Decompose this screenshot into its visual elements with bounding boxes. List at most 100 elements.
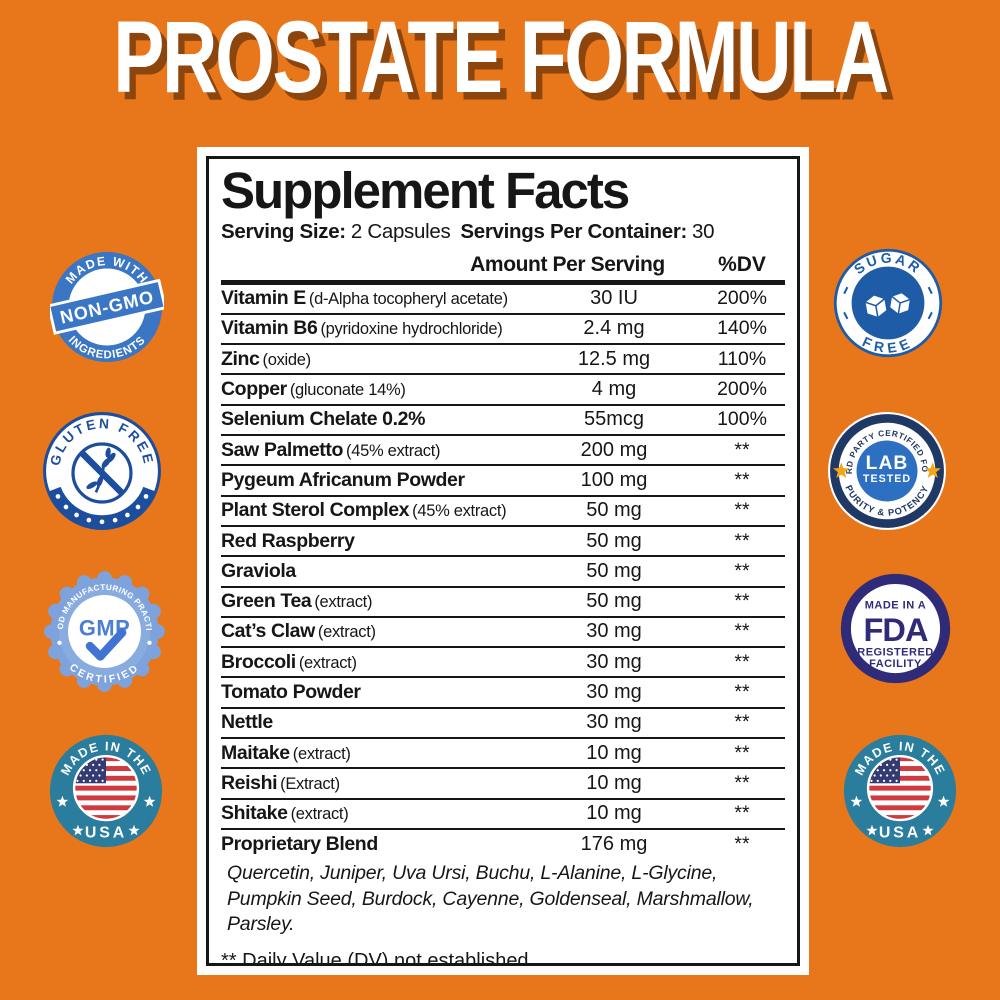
ingredient-amount: 2.4 mg xyxy=(583,317,645,340)
lab-center-line1: LAB xyxy=(866,453,909,474)
ring-dashes xyxy=(843,286,933,320)
slash-icon xyxy=(79,450,125,496)
ingredient-name: Proprietary Blend xyxy=(221,832,378,855)
checkmark-icon xyxy=(85,628,127,661)
ingredient-name: Cat’s Claw xyxy=(221,620,315,643)
table-row: Zinc (oxide) 12.5 mg 110% xyxy=(221,345,785,376)
ingredient-name: Plant Sterol Complex xyxy=(221,499,410,522)
daily-value-footnote: ** Daily Value (DV) not established xyxy=(221,950,529,966)
ingredient-detail: (gluconate 14%) xyxy=(289,381,406,400)
ingredient-name: Tomato Powder xyxy=(221,681,361,704)
ingredient-dv: ** xyxy=(734,529,750,552)
sugar-bottom-text: FREE xyxy=(860,333,911,356)
ingredient-name: Broccoli xyxy=(221,650,296,673)
ingredient-amount: 200 mg xyxy=(580,438,648,461)
ingredient-amount: 100 mg xyxy=(580,468,648,491)
blend-description: Quercetin, Juniper, Uva Ursi, Buchu, L-A… xyxy=(227,862,754,935)
ingredient-detail: (45% extract) xyxy=(346,441,441,460)
ingredient-name: Copper xyxy=(221,378,287,401)
ingredient-dv: 100% xyxy=(717,408,767,431)
ingredient-amount: 30 IU xyxy=(590,287,638,310)
ingredient-amount: 50 mg xyxy=(586,559,642,582)
table-row: Plant Sterol Complex (45% extract) 50 mg … xyxy=(221,497,785,527)
ingredient-dv: 110% xyxy=(717,347,767,370)
us-flag-icon xyxy=(74,756,138,820)
ingredient-detail: (extract) xyxy=(298,653,357,672)
ingredient-amount: 10 mg xyxy=(586,802,642,825)
amount-column-header: Amount Per Serving xyxy=(470,252,665,276)
page-title: PROSTATE FORMULA xyxy=(113,0,889,115)
table-row: Vitamin B6 (pyridoxine hydrochloride) 2.4… xyxy=(221,315,785,346)
supplement-facts-border: Supplement Facts Serving Size: 2 Capsules… xyxy=(206,156,800,966)
table-row: Cat’s Claw (extract) 30 mg ** xyxy=(221,618,785,649)
ingredient-dv: ** xyxy=(734,468,750,491)
table-header: Amount Per Serving %DV xyxy=(221,249,785,285)
ingredient-name: Vitamin E xyxy=(221,287,306,310)
ingredient-detail: (extract) xyxy=(292,744,351,763)
ingredient-name: Pygeum Africanum Powder xyxy=(221,468,465,491)
svg-text:FREE: FREE xyxy=(860,333,916,356)
ingredient-detail: (Extract) xyxy=(280,774,340,793)
ingredient-detail: (d-Alpha tocopheryl acetate) xyxy=(308,290,508,309)
fda-line1: REGISTERED xyxy=(857,646,933,658)
ingredient-amount: 10 mg xyxy=(586,741,642,764)
ingredient-dv: ** xyxy=(734,741,750,764)
table-row: Green Tea (extract) 50 mg ** xyxy=(221,588,785,618)
dv-column-header: %DV xyxy=(718,252,766,276)
table-row: Selenium Chelate 0.2% 55mcg 100% xyxy=(221,406,785,437)
ingredient-amount: 30 mg xyxy=(586,711,642,734)
ingredient-amount: 50 mg xyxy=(586,499,642,522)
table-row: Red Raspberry 50 mg ** xyxy=(221,527,785,558)
ingredient-dv: ** xyxy=(734,438,750,461)
table-row: Graviola 50 mg ** xyxy=(221,557,785,588)
ingredient-name: Vitamin B6 xyxy=(221,317,318,340)
badge-fda-registered: MADE IN A FDA REGISTERED FACILITY xyxy=(838,571,953,686)
ingredient-amount: 176 mg xyxy=(580,832,648,855)
table-row: Vitamin E (d-Alpha tocopheryl acetate) 30… xyxy=(221,285,785,315)
table-row: Nettle 30 mg ** xyxy=(221,709,785,739)
ingredient-detail: (extract) xyxy=(317,623,376,642)
table-row: Shitake (extract) 10 mg ** xyxy=(221,800,785,830)
ingredient-dv: ** xyxy=(734,771,750,794)
ingredient-name: Red Raspberry xyxy=(221,529,355,552)
wheat-icon xyxy=(86,447,116,493)
usa-bottom-text: USA xyxy=(85,824,127,841)
ingredient-amount: 30 mg xyxy=(586,620,642,643)
ingredient-name: Zinc xyxy=(221,347,260,370)
ingredient-amount: 55mcg xyxy=(583,408,645,431)
ingredient-dv: ** xyxy=(734,832,750,855)
ingredient-detail: (extract) xyxy=(314,593,373,612)
ingredient-dv: 200% xyxy=(717,378,767,401)
table-row: Maitake (extract) 10 mg ** xyxy=(221,739,785,770)
ingredient-dv: ** xyxy=(734,559,750,582)
supplement-facts-panel: Supplement Facts Serving Size: 2 Capsules… xyxy=(197,147,809,975)
serving-info: Serving Size: 2 Capsules Servings Per Cont… xyxy=(221,220,785,244)
serving-size-value: 2 Capsules xyxy=(350,219,451,243)
badge-made-in-usa-left: MADE IN THE USA xyxy=(48,733,164,849)
ingredient-name: Maitake xyxy=(221,741,290,764)
ingredient-detail: (extract) xyxy=(290,805,349,824)
ingredient-dv: 200% xyxy=(717,287,767,310)
facts-rows: Vitamin E (d-Alpha tocopheryl acetate) 30… xyxy=(221,285,785,859)
ingredient-detail: (45% extract) xyxy=(412,502,507,521)
ingredient-name: Saw Palmetto xyxy=(221,438,343,461)
servings-per-container-label: Servings Per Container: xyxy=(460,219,688,243)
ingredient-detail: (oxide) xyxy=(262,350,312,369)
ingredient-amount: 12.5 mg xyxy=(577,347,651,370)
fda-logo: FDA xyxy=(863,612,928,648)
ingredient-dv: ** xyxy=(734,499,750,522)
ingredient-amount: 50 mg xyxy=(586,529,642,552)
ingredient-dv: ** xyxy=(734,711,750,734)
gluten-band-dots xyxy=(55,494,149,525)
serving-size-label: Serving Size: xyxy=(221,219,346,243)
ingredient-name: Nettle xyxy=(221,711,273,734)
ingredient-name: Reishi xyxy=(221,771,278,794)
badge-non-gmo: MADE WITH INGREDIENTS NON-GMO xyxy=(50,250,164,364)
ingredient-name: Shitake xyxy=(221,802,288,825)
fda-top-text: MADE IN A xyxy=(865,599,926,611)
non-gmo-ribbon: NON-GMO xyxy=(50,278,164,335)
ingredient-dv: ** xyxy=(734,620,750,643)
ingredient-dv: ** xyxy=(734,681,750,704)
fda-line2: FACILITY xyxy=(869,658,922,670)
badge-sugar-free: SUGAR FREE xyxy=(832,247,944,359)
